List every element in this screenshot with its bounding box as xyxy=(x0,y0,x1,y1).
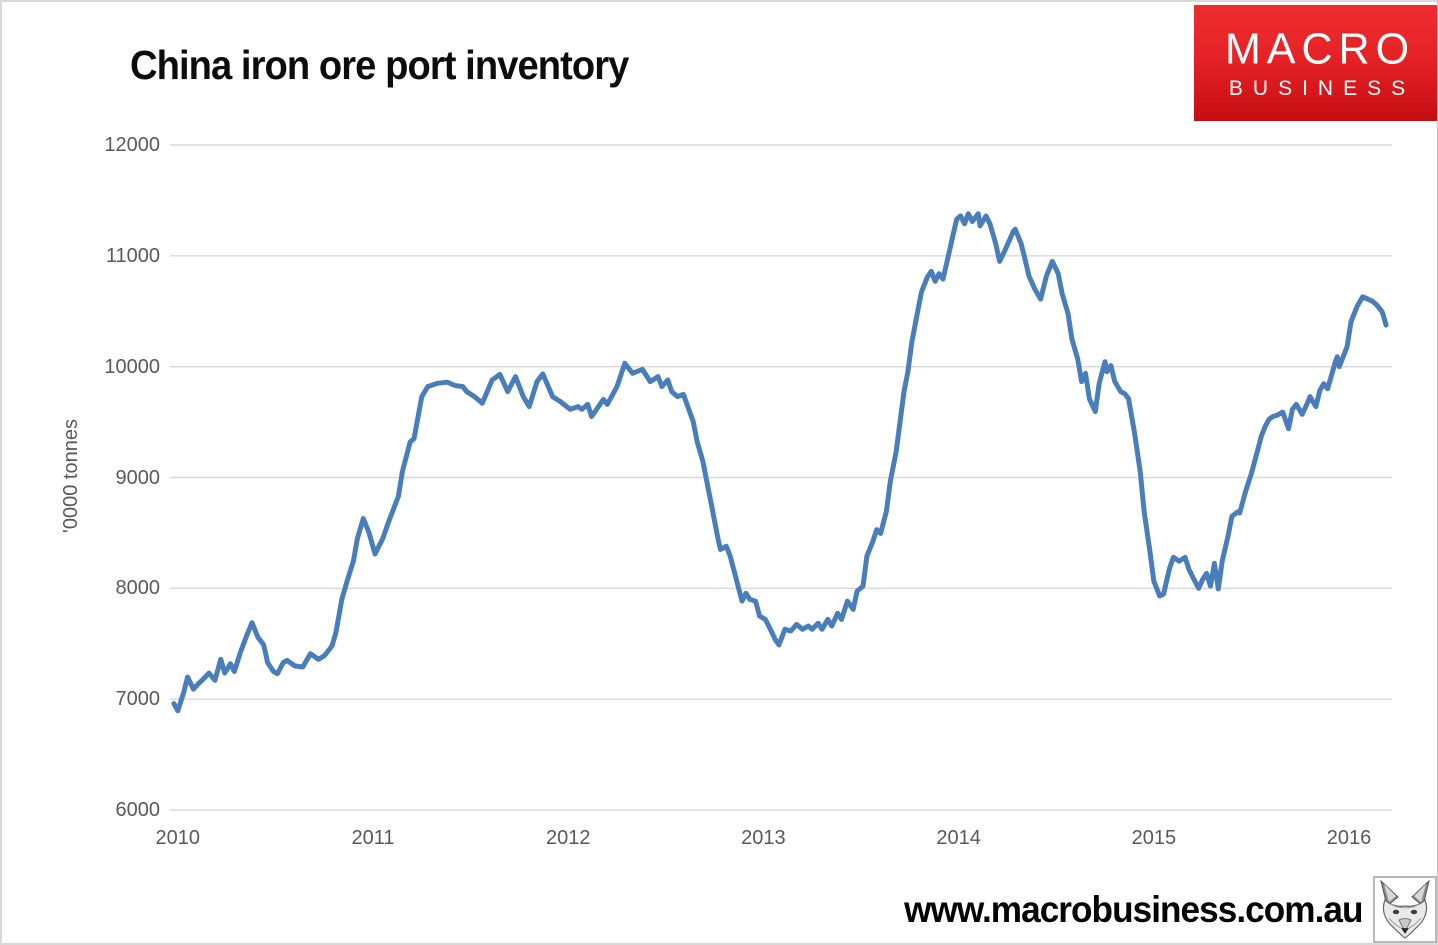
inventory-series-line xyxy=(171,211,1389,714)
wolf-logo-icon xyxy=(1373,876,1437,943)
y-tick-label: 12000 xyxy=(104,134,160,156)
x-tick-label: 2011 xyxy=(351,827,395,849)
y-tick-label: 7000 xyxy=(115,688,161,711)
x-tick-label: 2015 xyxy=(1131,827,1177,849)
wolf-head-drawing xyxy=(1380,880,1430,939)
x-tick-label: 2012 xyxy=(545,827,591,849)
y-tick-label: 9000 xyxy=(115,466,161,489)
site-url: www.macrobusiness.com.au xyxy=(904,889,1364,930)
y-tick-label: 10000 xyxy=(104,355,160,378)
x-tick-label: 2013 xyxy=(741,827,786,849)
y-tick-label: 6000 xyxy=(115,799,161,821)
logo-text-macro: MACRO xyxy=(1224,24,1416,73)
logo-text-business: BUSINESS xyxy=(1228,76,1416,100)
x-tick-label: 2016 xyxy=(1326,827,1372,849)
page-title: China iron ore port inventory xyxy=(130,42,629,88)
macrobusiness-logo: MACRO BUSINESS xyxy=(1194,5,1437,121)
y-tick-label: 8000 xyxy=(115,577,161,600)
x-tick-label: 2014 xyxy=(936,827,981,849)
x-tick-label: 2010 xyxy=(155,827,201,849)
y-tick-label: 11000 xyxy=(105,244,160,267)
